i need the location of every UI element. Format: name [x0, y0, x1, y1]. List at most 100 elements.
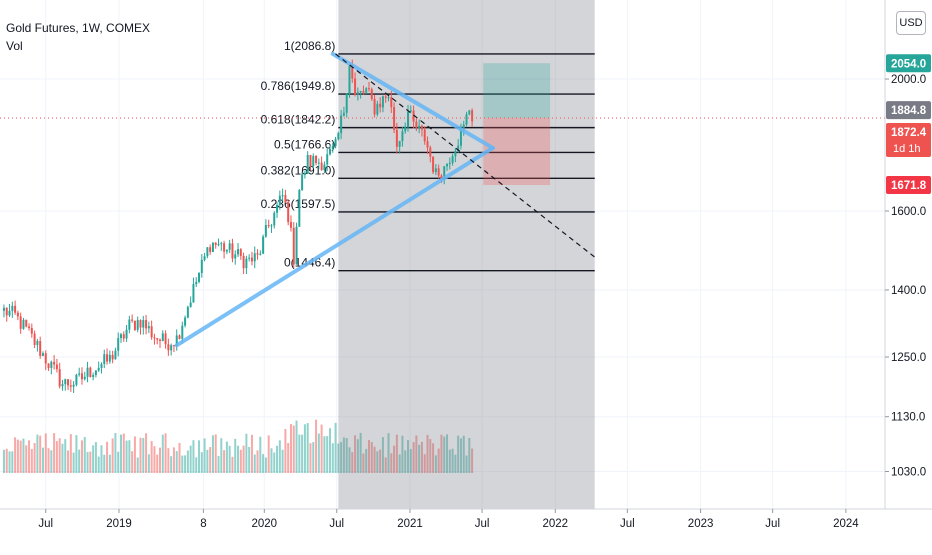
volume-bar: [80, 440, 83, 473]
candle-body: [356, 92, 359, 95]
volume-bar: [114, 433, 117, 473]
x-tick-label: 2024: [833, 518, 859, 530]
candle-body: [11, 305, 14, 311]
candle-body: [234, 254, 237, 259]
candle-body: [50, 361, 53, 368]
candle-body: [342, 112, 345, 116]
volume-bar: [203, 438, 206, 473]
drawing-lines-layer[interactable]: [0, 51, 885, 348]
volume-bar: [209, 447, 212, 473]
volume-bar: [273, 452, 276, 473]
volume-bar: [457, 435, 460, 473]
candle-body: [289, 222, 292, 228]
volume-bar: [287, 443, 290, 473]
volume-bar: [228, 445, 231, 473]
candle-body: [312, 156, 315, 167]
candle-body: [217, 244, 220, 246]
volume-bar: [370, 442, 373, 473]
volume-bar: [404, 450, 407, 473]
candle-body: [443, 166, 446, 180]
candle-body: [41, 353, 44, 356]
candle-body: [462, 124, 465, 129]
candle-body: [83, 376, 86, 380]
candle-body: [242, 255, 245, 269]
y-tick-label: 1250.0: [891, 352, 926, 364]
volume-bar: [217, 456, 220, 473]
currency-button[interactable]: USD: [896, 11, 926, 35]
candle-body: [200, 259, 203, 274]
volume-bar: [172, 447, 175, 473]
volume-bar: [239, 449, 242, 473]
volume-bar: [133, 436, 136, 473]
candle-body: [348, 65, 351, 94]
candle-body: [426, 141, 429, 148]
volume-bar: [106, 441, 109, 473]
candle-body: [432, 156, 435, 173]
candle-body: [156, 338, 159, 340]
volume-bar: [119, 434, 122, 473]
volume-bar: [198, 440, 201, 473]
candle-body: [398, 140, 401, 147]
candle-body: [362, 90, 365, 93]
volume-bar: [14, 437, 17, 473]
candle-body: [53, 361, 56, 365]
candle-body: [114, 350, 117, 360]
long-position-tool[interactable]: [483, 63, 551, 186]
volume-bar: [245, 433, 248, 473]
candle-body: [359, 90, 362, 93]
volume-bar: [33, 442, 36, 473]
candle-body: [106, 354, 109, 362]
candle-body: [136, 320, 139, 330]
volume-bar: [167, 448, 170, 473]
volume-bar: [381, 437, 384, 473]
x-tick-label: 8: [200, 518, 206, 530]
volume-bar: [47, 448, 50, 473]
candle-body: [223, 243, 226, 252]
x-tick-label: 2021: [397, 518, 423, 530]
volume-bar: [220, 438, 223, 473]
price-label-text: 1872.4: [891, 127, 927, 139]
candle-body: [78, 373, 81, 375]
x-tick-label: 2020: [252, 518, 278, 530]
volume-bar: [468, 438, 471, 473]
volume-bar: [415, 435, 418, 473]
candle-body: [209, 247, 212, 252]
volume-bar: [72, 452, 75, 473]
volume-bar: [147, 454, 150, 473]
candle-body: [22, 319, 25, 329]
candles-layer: [2, 59, 474, 393]
volume-bar: [50, 450, 53, 473]
volume-bar: [454, 454, 457, 473]
volume-bar: [345, 438, 348, 473]
candle-body: [253, 253, 256, 262]
volume-bar: [41, 447, 44, 473]
volume-bar: [78, 449, 81, 473]
candle-body: [401, 131, 404, 141]
fib-retracement[interactable]: 1(2086.8) 0.786(1949.8) 0.618(1842.2) 0.5(1…: [261, 0, 595, 509]
candle-body: [64, 379, 67, 385]
price-label-box: [886, 101, 931, 120]
candle-body: [2, 307, 5, 311]
candle-body: [181, 325, 184, 339]
symbol-title: Gold Futures, 1W, COMEX: [6, 21, 151, 35]
y-tick-label: 1600.0: [891, 206, 926, 218]
volume-bar: [326, 436, 329, 473]
volume-bar: [351, 452, 354, 473]
candle-body: [320, 162, 323, 171]
triangle-upper-line: [330, 51, 495, 150]
volume-bar: [181, 455, 184, 473]
candle-body: [370, 89, 373, 99]
x-tick-label: Jul: [475, 518, 490, 530]
candle-body: [203, 256, 206, 260]
volume-bar: [362, 453, 365, 473]
volume-bar: [30, 449, 33, 473]
candle-body: [259, 253, 262, 255]
volume-bar: [303, 424, 306, 473]
volume-bar: [211, 435, 214, 473]
volume-bar: [89, 451, 92, 473]
candle-body: [58, 369, 61, 387]
x-tick-label: Jul: [329, 518, 344, 530]
candle-body: [328, 148, 331, 155]
